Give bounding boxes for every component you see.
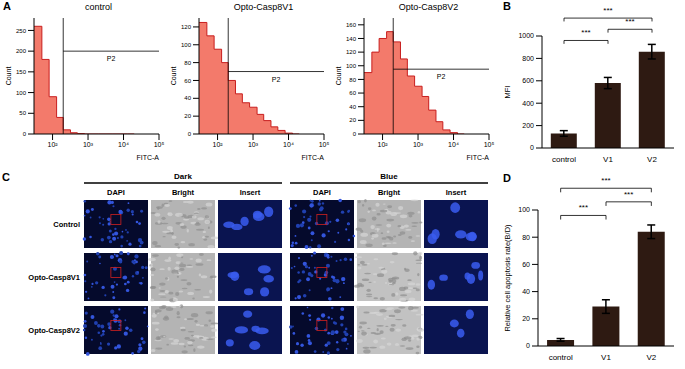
svg-text:***: *** [603, 6, 612, 15]
html-text:Opto-Casp8V1: Opto-Casp8V1 [233, 2, 294, 12]
svg-text:P2: P2 [437, 73, 446, 80]
svg-text:Opto-Casp8V1: Opto-Casp8V1 [28, 273, 80, 282]
svg-text:Opto-Casp8V2: Opto-Casp8V2 [28, 326, 80, 335]
svg-text:10⁴: 10⁴ [283, 141, 294, 148]
svg-text:200: 200 [16, 48, 27, 54]
svg-text:P2: P2 [107, 55, 116, 62]
svg-text:Bright: Bright [172, 188, 195, 197]
html-text:B: B [503, 0, 511, 12]
svg-text:80: 80 [349, 77, 356, 83]
svg-text:control: control [549, 353, 573, 362]
svg-text:0: 0 [353, 131, 357, 137]
svg-text:10²: 10² [47, 141, 58, 148]
svg-text:10⁴: 10⁴ [118, 141, 129, 148]
svg-text:Count: Count [170, 67, 177, 86]
svg-text:0: 0 [188, 131, 192, 137]
svg-text:100: 100 [518, 206, 530, 213]
svg-text:120: 120 [346, 49, 357, 55]
svg-text:160: 160 [346, 22, 357, 28]
svg-text:V2: V2 [647, 155, 657, 164]
svg-text:Dark: Dark [174, 172, 192, 181]
svg-text:Control: Control [53, 220, 80, 229]
svg-text:P2: P2 [272, 76, 281, 83]
svg-text:250: 250 [16, 28, 27, 34]
svg-text:FITC-A: FITC-A [301, 154, 324, 160]
svg-text:10⁵: 10⁵ [154, 141, 165, 148]
svg-text:***: *** [579, 203, 588, 212]
svg-text:V1: V1 [601, 353, 611, 362]
svg-text:V2: V2 [646, 353, 656, 362]
svg-text:FITC-A: FITC-A [466, 154, 489, 160]
svg-text:V1: V1 [603, 155, 613, 164]
svg-text:100: 100 [16, 90, 27, 96]
html-text:Opto-Casp8V2: Opto-Casp8V2 [398, 2, 459, 12]
svg-text:800: 800 [522, 55, 534, 62]
svg-text:400: 400 [522, 100, 534, 107]
svg-text:150: 150 [16, 69, 27, 75]
svg-text:10³: 10³ [83, 141, 94, 148]
svg-text:80: 80 [184, 60, 191, 66]
svg-text:60: 60 [522, 261, 530, 268]
svg-text:10³: 10³ [413, 141, 424, 148]
svg-text:10²: 10² [212, 141, 223, 148]
svg-text:***: *** [624, 190, 633, 199]
svg-text:FITC-A: FITC-A [136, 154, 159, 160]
svg-text:Count: Count [335, 67, 342, 86]
svg-text:***: *** [625, 17, 634, 26]
svg-text:40: 40 [349, 104, 356, 110]
html-text:D: D [503, 172, 511, 184]
svg-text:200: 200 [522, 122, 534, 129]
svg-text:40: 40 [184, 95, 191, 101]
svg-text:1000: 1000 [518, 32, 534, 39]
svg-text:0: 0 [526, 342, 530, 349]
svg-text:60: 60 [349, 90, 356, 96]
svg-text:C: C [2, 171, 10, 183]
svg-text:140: 140 [346, 36, 357, 42]
svg-text:0: 0 [530, 144, 534, 151]
svg-text:Count: Count [5, 67, 12, 86]
svg-text:40: 40 [522, 288, 530, 295]
svg-text:MFI: MFI [503, 86, 512, 99]
svg-text:80: 80 [522, 234, 530, 241]
svg-text:Insert: Insert [446, 188, 467, 197]
svg-text:100: 100 [181, 42, 192, 48]
html-text:A: A [3, 0, 11, 12]
svg-text:10²: 10² [377, 141, 388, 148]
svg-text:Bright: Bright [378, 188, 401, 197]
svg-text:20: 20 [349, 117, 356, 123]
svg-text:Relative cell apoptosis rate(B: Relative cell apoptosis rate(B/D) [503, 224, 512, 332]
svg-text:***: *** [581, 28, 590, 37]
svg-text:10⁵: 10⁵ [484, 141, 495, 148]
svg-text:10⁴: 10⁴ [448, 141, 459, 148]
svg-text:control: control [552, 155, 576, 164]
svg-text:10⁵: 10⁵ [319, 141, 330, 148]
svg-text:20: 20 [184, 113, 191, 119]
svg-text:10³: 10³ [248, 141, 259, 148]
svg-text:60: 60 [184, 78, 191, 84]
svg-text:***: *** [601, 176, 610, 185]
svg-text:Blue: Blue [380, 172, 398, 181]
svg-text:20: 20 [522, 315, 530, 322]
svg-text:DAPI: DAPI [313, 188, 331, 197]
svg-text:120: 120 [181, 24, 192, 30]
svg-text:100: 100 [346, 63, 357, 69]
svg-text:50: 50 [19, 110, 26, 116]
svg-text:Insert: Insert [240, 188, 261, 197]
svg-text:DAPI: DAPI [107, 188, 125, 197]
svg-text:600: 600 [522, 77, 534, 84]
html-text:control: control [85, 2, 112, 12]
svg-text:0: 0 [23, 131, 27, 137]
